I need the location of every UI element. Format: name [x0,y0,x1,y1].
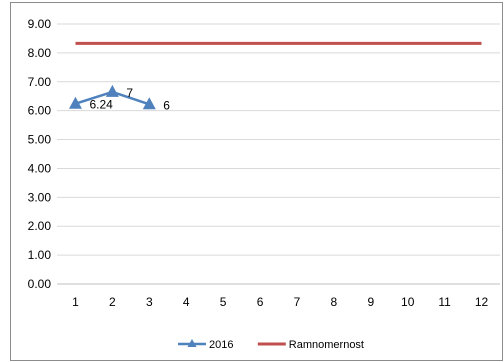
x-tick-label: 1 [72,295,79,309]
x-tick-label: 4 [183,295,190,309]
data-label: 7 [126,86,133,100]
gridlines [57,23,500,285]
x-tick-label: 11 [438,295,451,309]
x-tick-label: 12 [475,295,489,309]
data-point-marker [68,96,82,109]
x-axis-ticks: 1 2 3 4 5 6 7 8 9 10 11 12 [72,295,488,309]
y-axis-ticks: 0.00 1.00 2.00 3.00 4.00 5.00 6.00 7.00 8.00 9.00 [28,17,52,291]
x-tick-label: 8 [331,295,338,309]
x-tick-label: 2 [109,295,116,309]
y-tick-label: 8.00 [28,46,52,60]
data-label: 6.24 [89,98,113,112]
y-tick-label: 6.00 [28,104,52,118]
x-tick-label: 7 [294,295,301,309]
data-point-marker [142,97,156,110]
data-labels: 6.24 7 6 [89,86,170,112]
x-tick-label: 9 [367,295,374,309]
data-point-marker [105,84,119,97]
legend-label: 2016 [209,339,233,351]
y-tick-label: 4.00 [28,161,52,175]
plot-series [68,41,482,110]
x-tick-label: 6 [257,295,264,309]
x-tick-label: 3 [146,295,153,309]
y-tick-label: 9.00 [28,17,52,31]
y-tick-label: 7.00 [28,75,52,89]
legend: 2016 Ramnomernost [178,339,364,351]
y-tick-label: 3.00 [28,190,52,204]
y-tick-label: 0.00 [28,277,52,291]
y-tick-label: 1.00 [28,248,52,262]
legend-label: Ramnomernost [289,339,364,351]
data-label: 6 [163,98,170,112]
y-tick-label: 2.00 [28,219,52,233]
x-tick-label: 5 [220,295,227,309]
legend-marker [187,339,197,347]
chart-frame [10,2,503,361]
y-tick-label: 5.00 [28,133,52,147]
x-tick-label: 10 [401,295,415,309]
